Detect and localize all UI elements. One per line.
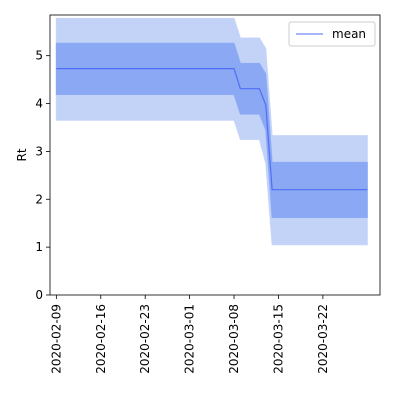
- x-tick-label: 2020-03-01: [183, 304, 197, 374]
- y-tick-label: 3: [35, 144, 43, 158]
- x-axis-ticks: 2020-02-09 2020-02-16 2020-02-23 2020-03-01…: [49, 295, 330, 374]
- x-tick-label: 2020-03-15: [271, 304, 285, 374]
- axes: [49, 14, 381, 296]
- confidence-bands: [55, 17, 368, 246]
- y-axis-label: Rt: [15, 148, 29, 161]
- band-inner: [55, 42, 368, 218]
- y-tick-label: 4: [35, 97, 43, 111]
- y-tick-label: 0: [35, 288, 43, 302]
- series-line-mean: [56, 68, 368, 191]
- x-tick-label: 2020-02-23: [138, 304, 152, 374]
- x-tick-label: 2020-02-09: [49, 304, 63, 374]
- series-lines: [56, 68, 368, 191]
- x-tick-label: 2020-03-08: [227, 304, 241, 374]
- x-tick-label: 2020-03-22: [316, 304, 330, 374]
- legend: mean: [288, 21, 376, 47]
- legend-box: [288, 21, 376, 47]
- y-tick-label: 5: [35, 49, 43, 63]
- y-axis-ticks: 0 1 2 3 4 5: [35, 49, 50, 302]
- y-tick-label: 2: [35, 192, 43, 206]
- plot-frame: [49, 14, 381, 296]
- y-tick-label: 1: [35, 240, 43, 254]
- x-tick-label: 2020-02-16: [94, 304, 108, 374]
- legend-label-mean: mean: [332, 27, 366, 41]
